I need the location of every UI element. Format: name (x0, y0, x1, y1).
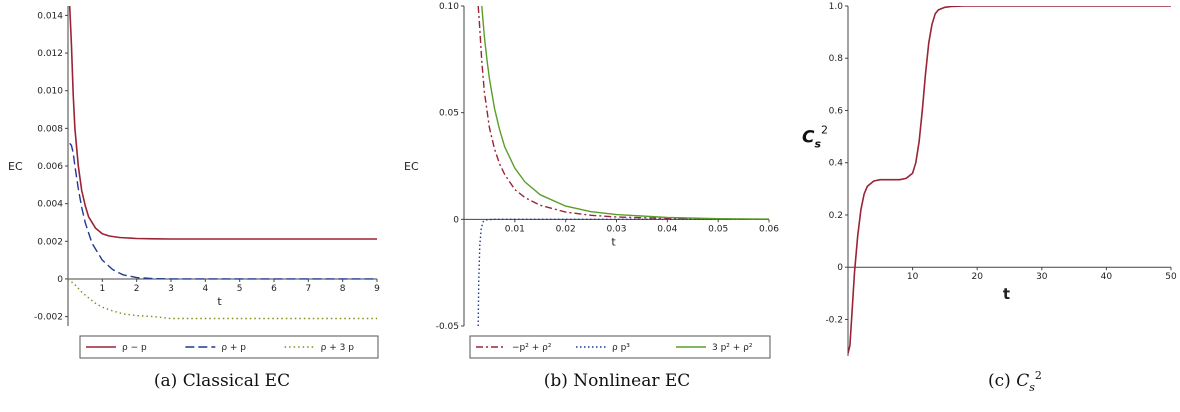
x-tick-label: 0.03 (606, 224, 626, 234)
chart-3: -0.2 0 0.2 0.4 0.6 0.8 1.0 10 20 30 40 50 t Cs2 (c) Cs… (802, 2, 1177, 394)
x-tick-label: 1 (99, 284, 105, 294)
y-tick-label: 0.004 (37, 200, 63, 210)
x-tick-label: 0.04 (657, 224, 677, 234)
y-tick-label: -0.002 (34, 313, 63, 323)
legend-box (469, 335, 771, 359)
x-tick-label: 3 (168, 284, 174, 294)
y-tick-label: 0.006 (37, 162, 63, 172)
y-tick-label: 0.4 (829, 159, 844, 169)
x-tick-label: 30 (1036, 272, 1048, 282)
x-tick-label: 0.05 (708, 224, 728, 234)
x-tick-label: 8 (340, 284, 346, 294)
y-tick-label: 0 (453, 215, 459, 225)
x-tick-label: 5 (237, 284, 243, 294)
y-tick-label: 0.014 (37, 11, 63, 21)
x-axis-label: t (217, 295, 222, 308)
caption: (c) Cs2 (988, 369, 1042, 394)
chart-2: -0.05 0 0.05 0.10 0.01 0.02 0.03 0.04 0.05 0.06 t E… (404, 2, 779, 391)
y-tick-label: 0.010 (37, 87, 63, 97)
y-tick-label: -0.05 (436, 322, 459, 332)
y-tick-label: 0.002 (37, 237, 63, 247)
series-line-1 (477, 6, 769, 220)
y-tick-label: 0 (57, 275, 63, 285)
series-line-1 (848, 6, 1171, 354)
chart-1: -0.002 0 0.002 0.004 0.006 0.008 0.010 0.012 0.0… (8, 6, 380, 391)
y-axis-label: EC (404, 160, 419, 173)
x-tick-label: 0.02 (556, 224, 576, 234)
legend-label: ρ + 3 p (321, 343, 355, 353)
caption: (b) Nonlinear EC (544, 371, 691, 391)
y-tick-label: 1.0 (829, 2, 844, 12)
y-tick-label: 0.6 (829, 106, 844, 116)
x-tick-label: 40 (1101, 272, 1113, 282)
caption: (a) Classical EC (154, 371, 290, 391)
x-tick-label: 0.06 (759, 224, 779, 234)
legend-label: ρ + p (221, 343, 246, 353)
x-tick-label: 2 (134, 284, 140, 294)
x-tick-label: 0.01 (505, 224, 525, 234)
series-line-2 (477, 218, 769, 326)
x-tick-label: 10 (907, 272, 919, 282)
legend-label: −p² + ρ² (512, 343, 552, 353)
series-line-2 (69, 142, 377, 280)
x-axis-label: t (1003, 285, 1010, 303)
series-line-1 (68, 6, 377, 240)
x-tick-label: 20 (971, 272, 983, 282)
x-tick-label: 6 (271, 284, 277, 294)
legend-label: ρ p³ (612, 343, 630, 353)
y-tick-label: 0.2 (829, 211, 843, 221)
x-tick-label: 4 (202, 284, 208, 294)
y-tick-label: 0 (837, 263, 843, 273)
legend-label: 3 p² + ρ² (712, 343, 753, 353)
y-tick-label: -0.2 (825, 315, 843, 325)
y-tick-label: 0.008 (37, 124, 63, 134)
legend: −p² + ρ² ρ p³ 3 p² + ρ² (469, 335, 771, 359)
series-line-3 (481, 6, 769, 220)
y-axis-label: EC (8, 160, 23, 173)
y-tick-label: 0.012 (37, 49, 63, 59)
legend: ρ − p ρ + p ρ + 3 p (79, 335, 379, 359)
x-axis-label: t (611, 235, 616, 248)
x-tick-label: 50 (1165, 272, 1177, 282)
y-axis-label: Cs2 (802, 124, 828, 151)
y-tick-label: 0.8 (829, 54, 844, 64)
legend-box (79, 335, 379, 359)
y-tick-label: 0.10 (439, 2, 459, 12)
y-tick-label: 0.05 (439, 109, 459, 119)
legend-label: ρ − p (122, 343, 147, 353)
x-tick-label: 7 (305, 284, 311, 294)
x-tick-label: 9 (374, 284, 380, 294)
